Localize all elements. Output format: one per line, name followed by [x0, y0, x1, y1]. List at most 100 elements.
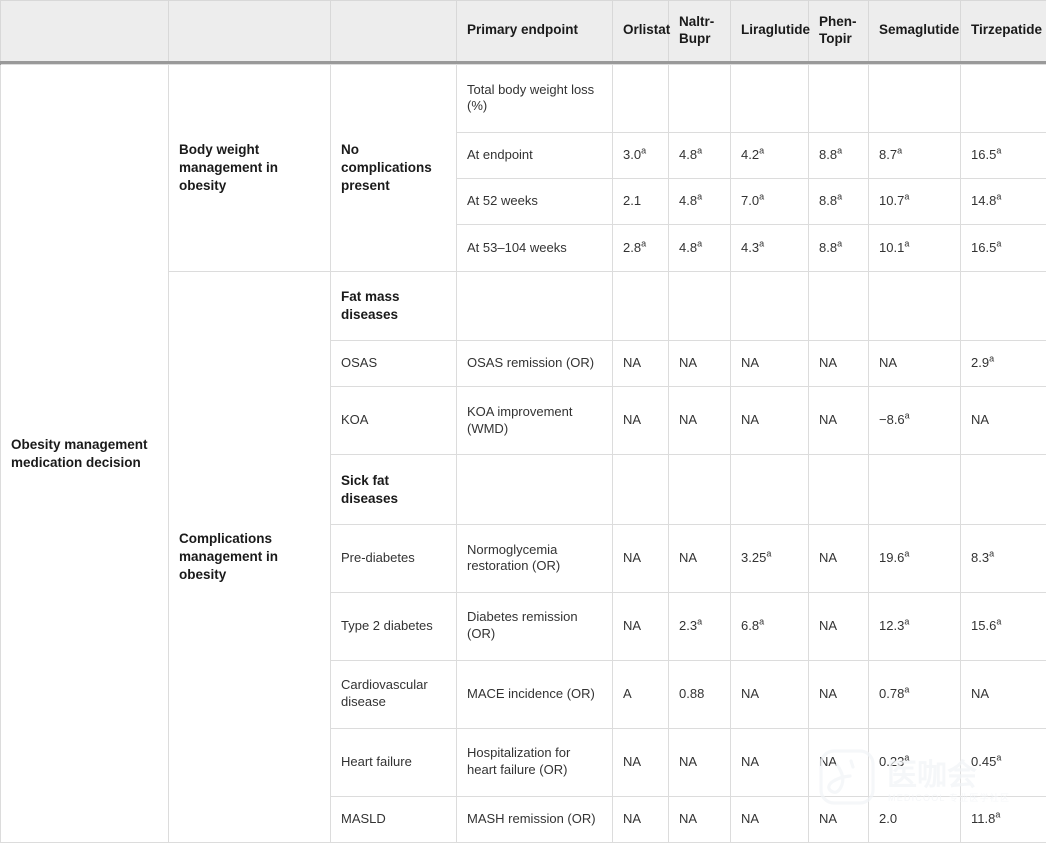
- value-cell-naltr-bupr: 4.8a: [668, 224, 731, 272]
- value-cell-semaglutide: NA: [868, 340, 961, 388]
- footnote-marker: a: [641, 145, 647, 156]
- value-cell-naltr-bupr: 0.88: [668, 659, 731, 729]
- primary-endpoint-cell: MASH remission (OR): [456, 795, 613, 843]
- footnote-marker: a: [904, 411, 910, 422]
- footnote-marker: a: [837, 145, 843, 156]
- primary-endpoint-cell: At 53–104 weeks: [456, 224, 613, 272]
- footnote-marker: a: [996, 145, 1002, 156]
- header-row: Primary endpoint Orlistat Naltr-Bupr Lir…: [0, 0, 1046, 61]
- value-cell-orlistat: NA: [612, 727, 669, 797]
- table-header: Primary endpoint Orlistat Naltr-Bupr Lir…: [0, 0, 1046, 65]
- value-cell-tirzepatide: [960, 454, 1046, 525]
- value-cell-naltr-bupr: [668, 64, 731, 133]
- value-cell-phen-topir: NA: [808, 795, 869, 843]
- value-cell-naltr-bupr: NA: [668, 795, 731, 843]
- primary-endpoint-cell: [456, 270, 613, 342]
- footnote-marker: a: [897, 145, 903, 156]
- value-cell-semaglutide: 2.0: [868, 795, 961, 843]
- section-title-cell: Sick fat diseases: [330, 454, 457, 525]
- value-cell-phen-topir: NA: [808, 386, 869, 456]
- value-cell-tirzepatide: NA: [960, 659, 1046, 729]
- footnote-marker: a: [904, 684, 910, 695]
- value-cell-naltr-bupr: 4.8a: [668, 178, 731, 226]
- value-cell-semaglutide: −8.6a: [868, 386, 961, 456]
- footnote-marker: a: [989, 548, 995, 559]
- condition-cell: Heart failure: [330, 727, 457, 797]
- condition-cell: KOA: [330, 386, 457, 456]
- primary-endpoint-cell: Normoglycemia restoration (OR): [456, 523, 613, 593]
- value-cell-orlistat: NA: [612, 591, 669, 661]
- value-cell-semaglutide: [868, 454, 961, 525]
- table-row: At 52 weeks 2.1 4.8a 7.0a 8.8a 10.7a 14.8a: [1, 178, 1046, 226]
- footnote-marker: a: [996, 616, 1002, 627]
- value-cell-liraglutide: [730, 270, 809, 342]
- footnote-marker: a: [697, 145, 703, 156]
- value-cell-orlistat: NA: [612, 340, 669, 388]
- value-cell-orlistat: 2.8a: [612, 224, 669, 272]
- value-cell-tirzepatide: 0.45a: [960, 727, 1046, 797]
- table-row: Type 2 diabetes Diabetes remission (OR) NA…: [1, 591, 1046, 661]
- value-cell-liraglutide: [730, 64, 809, 133]
- footnote-marker: a: [904, 616, 910, 627]
- primary-endpoint-cell: At endpoint: [456, 131, 613, 180]
- table-row: Pre-diabetes Normoglycemia restoration (O…: [1, 523, 1046, 593]
- value-cell-phen-topir: [808, 454, 869, 525]
- value-cell-semaglutide: [868, 64, 961, 133]
- footnote-marker: a: [759, 191, 765, 202]
- value-cell-tirzepatide: 14.8a: [960, 178, 1046, 226]
- table-row: OSAS OSAS remission (OR) NA NA NA NA NA 2.9a: [1, 340, 1046, 388]
- column-header-semaglutide: Semaglutide: [868, 0, 961, 61]
- value-cell-naltr-bupr: 2.3a: [668, 591, 731, 661]
- primary-endpoint-cell: Total body weight loss (%): [456, 64, 613, 133]
- value-cell-naltr-bupr: [668, 454, 731, 525]
- value-cell-semaglutide: 19.6a: [868, 523, 961, 593]
- condition-cell: OSAS: [330, 340, 457, 388]
- table-row: MASLD MASH remission (OR) NA NA NA NA 2.0 11.8a: [1, 795, 1046, 843]
- group-label-cell: Complications management in obesity: [168, 270, 331, 843]
- primary-endpoint-cell: Diabetes remission (OR): [456, 591, 613, 661]
- table-row: Cardiovascular disease MACE incidence (OR…: [1, 659, 1046, 729]
- footnote-marker: a: [766, 548, 772, 559]
- footnote-marker: a: [904, 191, 910, 202]
- value-cell-phen-topir: 8.8a: [808, 131, 869, 180]
- value-cell-tirzepatide: 11.8a: [960, 795, 1046, 843]
- value-cell-semaglutide: 10.1a: [868, 224, 961, 272]
- value-cell-liraglutide: NA: [730, 386, 809, 456]
- value-cell-orlistat: NA: [612, 795, 669, 843]
- footnote-marker: a: [996, 752, 1002, 763]
- value-cell-orlistat: A: [612, 659, 669, 729]
- value-cell-phen-topir: [808, 270, 869, 342]
- value-cell-orlistat: [612, 270, 669, 342]
- column-header-phen-topir: Phen-Topir: [808, 0, 869, 61]
- footnote-marker: a: [904, 548, 910, 559]
- value-cell-liraglutide: NA: [730, 659, 809, 729]
- value-cell-orlistat: [612, 454, 669, 525]
- condition-cell: Pre-diabetes: [330, 523, 457, 593]
- value-cell-tirzepatide: [960, 270, 1046, 342]
- value-cell-liraglutide: 3.25a: [730, 523, 809, 593]
- footnote-marker: a: [837, 191, 843, 202]
- column-header-liraglutide: Liraglutide: [730, 0, 810, 61]
- value-cell-semaglutide: 10.7a: [868, 178, 961, 226]
- value-cell-phen-topir: 8.8a: [808, 178, 869, 226]
- value-cell-liraglutide: 4.2a: [730, 131, 809, 180]
- primary-endpoint-cell: OSAS remission (OR): [456, 340, 613, 388]
- group-label-cell: Body weight management in obesity: [168, 64, 331, 272]
- value-cell-liraglutide: 4.3a: [730, 224, 809, 272]
- value-cell-tirzepatide: 15.6a: [960, 591, 1046, 661]
- subgroup-label-cell: No complications present: [330, 64, 457, 272]
- value-cell-orlistat: [612, 64, 669, 133]
- primary-endpoint-cell: Hospitalization for heart failure (OR): [456, 727, 613, 797]
- footnote-marker: a: [759, 145, 765, 156]
- column-header-domain: [168, 0, 331, 61]
- value-cell-phen-topir: NA: [808, 591, 869, 661]
- value-cell-semaglutide: 0.78a: [868, 659, 961, 729]
- value-cell-liraglutide: [730, 454, 809, 525]
- footnote-marker: a: [996, 191, 1002, 202]
- table-body: Obesity management medication decision Bo…: [0, 64, 1046, 843]
- value-cell-naltr-bupr: NA: [668, 523, 731, 593]
- value-cell-phen-topir: NA: [808, 727, 869, 797]
- footnote-marker: a: [989, 354, 995, 364]
